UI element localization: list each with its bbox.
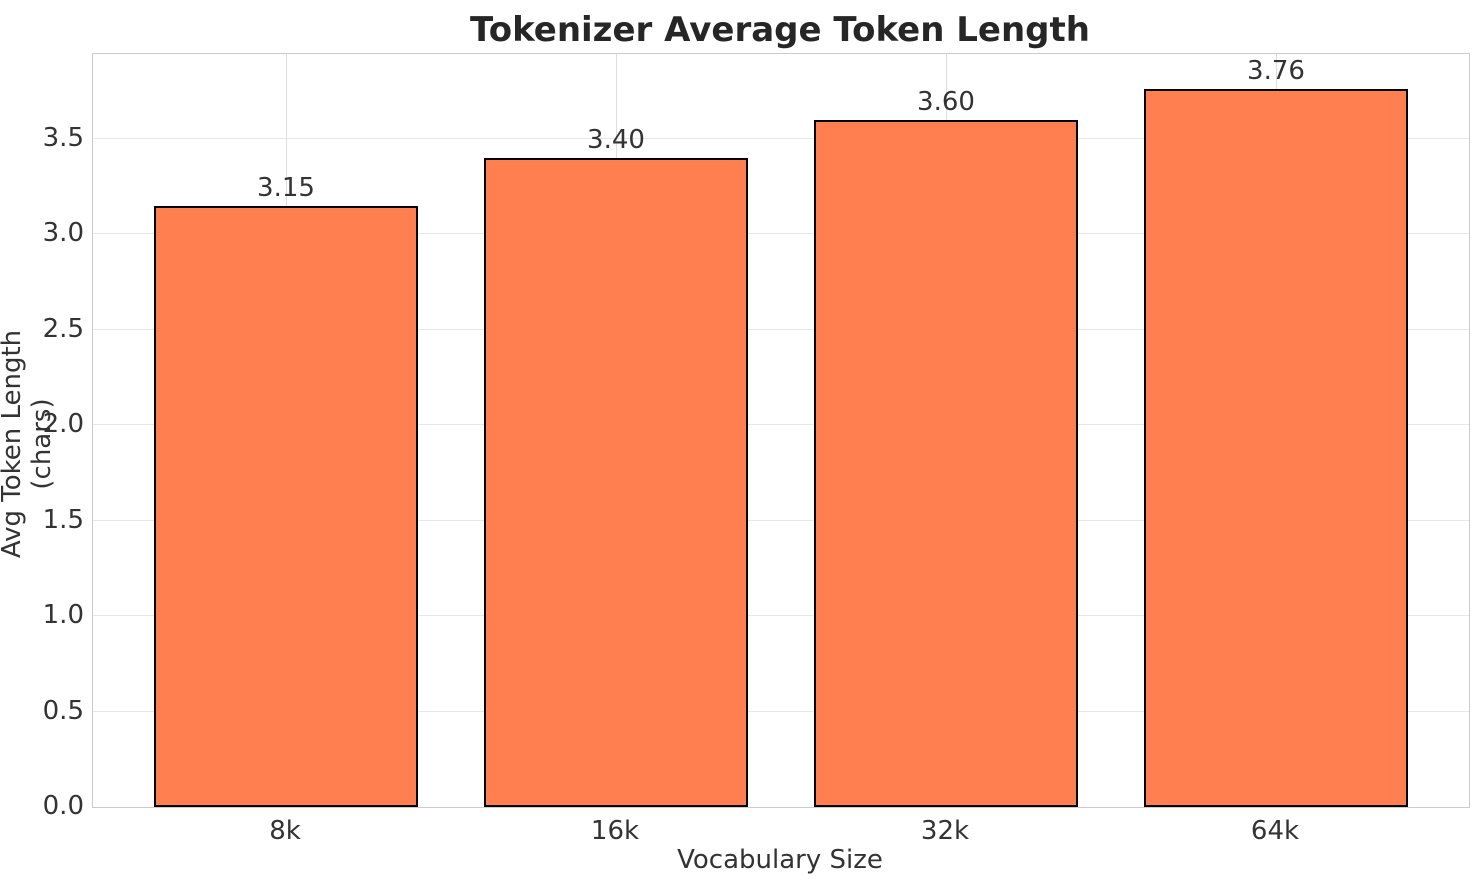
gridline-horizontal: [93, 519, 1469, 521]
y-tick-label: 0.5: [42, 695, 84, 726]
chart-title: Tokenizer Average Token Length: [470, 10, 1090, 50]
y-tick-label: 1.0: [42, 600, 84, 631]
y-axis-label: Avg Token Length (chars): [0, 329, 57, 559]
bar-64k: [1144, 89, 1408, 807]
bar-value-label: 3.15: [257, 172, 315, 203]
bar-32k: [814, 119, 1078, 807]
gridline-horizontal: [93, 424, 1469, 426]
y-tick-label: 2.5: [42, 313, 84, 344]
x-tick-label: 16k: [590, 816, 640, 846]
gridline-horizontal: [93, 615, 1469, 617]
y-tick-label: 3.5: [42, 122, 84, 153]
gridline-horizontal: [93, 233, 1469, 235]
y-tick-label: 2.0: [42, 409, 84, 440]
y-tick-label: 0.0: [42, 791, 84, 821]
x-axis-label: Vocabulary Size: [677, 845, 883, 875]
x-tick-label: 8k: [269, 816, 301, 846]
y-tick-label: 1.5: [42, 504, 84, 535]
bar-value-label: 3.76: [1247, 56, 1305, 87]
x-tick-label: 32k: [920, 816, 970, 846]
bar-value-label: 3.40: [587, 125, 645, 156]
plot-area: 3.15 3.40 3.60 3.76: [92, 53, 1470, 808]
bar-16k: [484, 158, 748, 807]
gridline-horizontal: [93, 710, 1469, 712]
bar-8k: [154, 205, 418, 807]
gridline-horizontal: [93, 137, 1469, 139]
y-tick-label: 3.0: [42, 218, 84, 249]
bar-value-label: 3.60: [917, 86, 975, 117]
gridline-horizontal: [93, 328, 1469, 330]
x-tick-label: 64k: [1250, 816, 1300, 846]
